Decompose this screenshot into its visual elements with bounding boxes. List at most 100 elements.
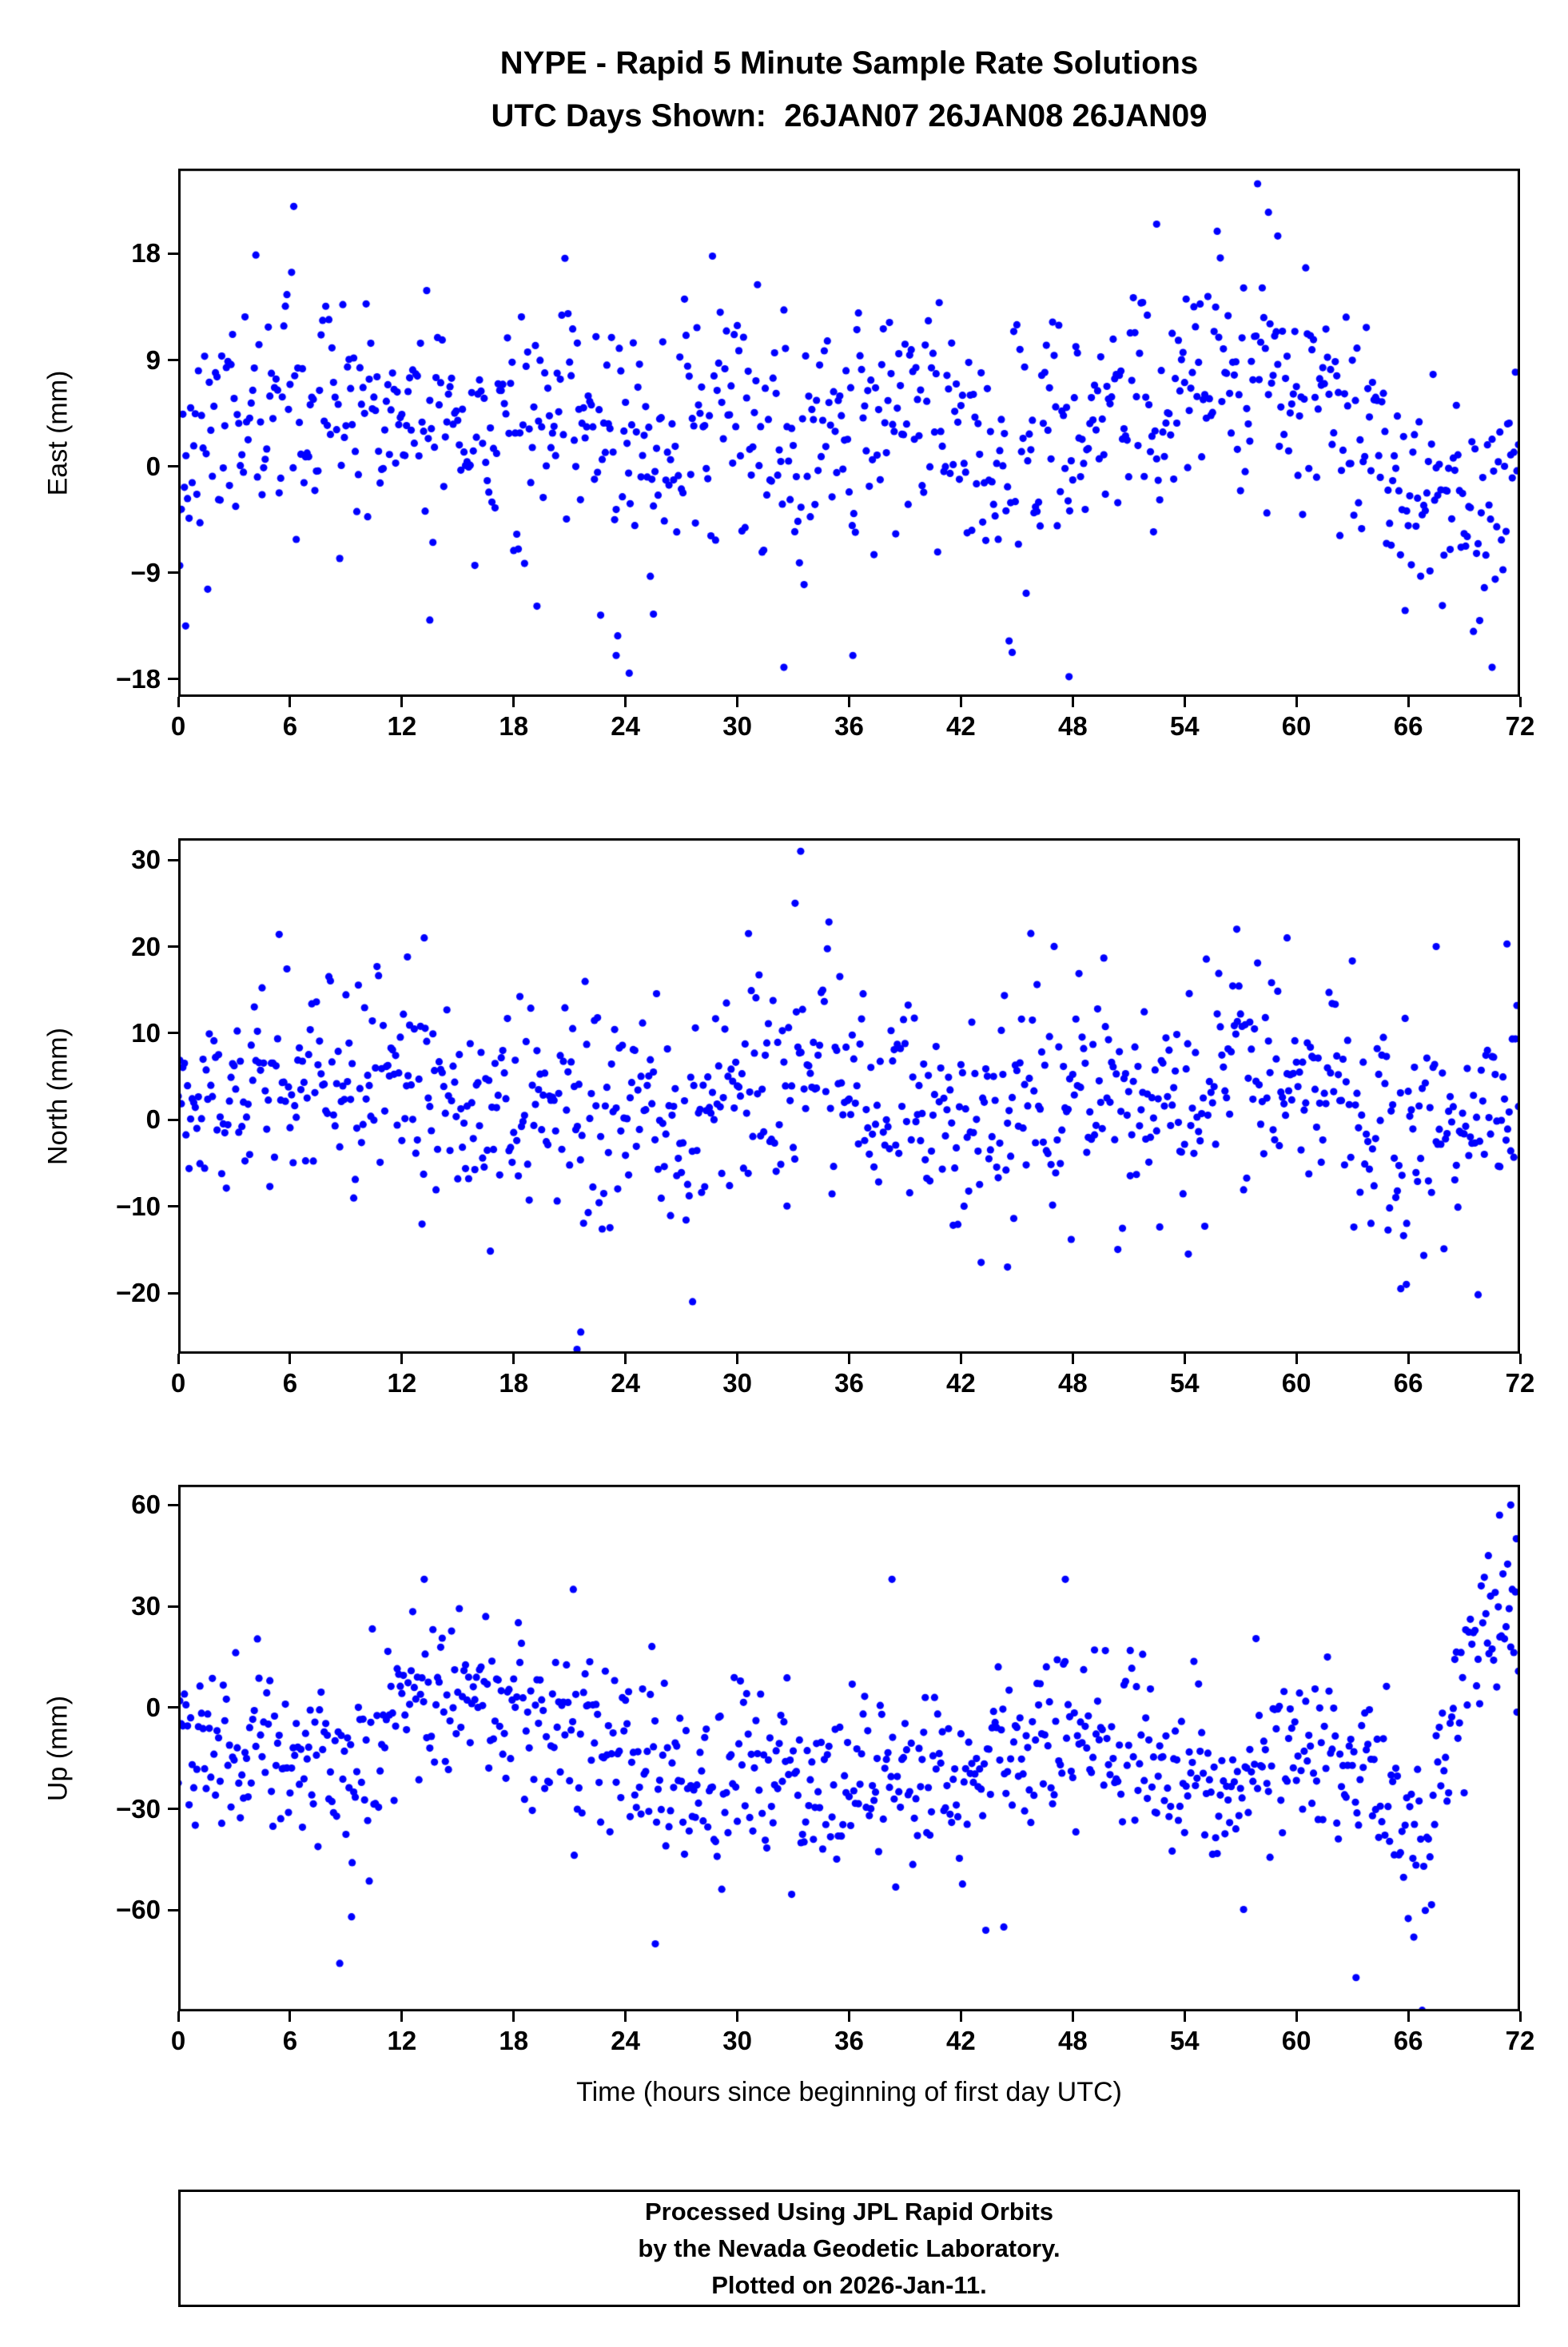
x-tick	[400, 2011, 404, 2022]
x-tick-label: 66	[1393, 2026, 1423, 2055]
x-tick-label: 60	[1281, 2026, 1311, 2055]
y-tick	[168, 1706, 178, 1709]
y-tick-label: 0	[145, 1692, 161, 1722]
x-tick	[959, 1354, 962, 1364]
x-tick	[512, 697, 515, 707]
x-tick-label: 72	[1505, 2026, 1535, 2055]
y-tick	[168, 465, 178, 468]
x-tick	[512, 1354, 515, 1364]
x-tick-label: 18	[499, 711, 529, 741]
x-tick-label: 48	[1057, 711, 1088, 741]
x-tick-label: 36	[834, 1368, 864, 1398]
x-tick	[959, 697, 962, 707]
x-tick	[1071, 697, 1074, 707]
footer-line1: Processed Using JPL Rapid Orbits	[644, 2197, 1054, 2226]
x-tick-label: 24	[611, 2026, 641, 2055]
y-tick-label: 0	[145, 451, 161, 481]
x-tick-label: 0	[170, 711, 186, 741]
y-tick	[168, 678, 178, 681]
x-tick	[1071, 1354, 1074, 1364]
x-tick	[1407, 2011, 1410, 2022]
x-tick-label: 6	[282, 711, 298, 741]
x-tick-label: 72	[1505, 1368, 1535, 1398]
y-tick-label: 9	[145, 344, 161, 375]
y-tick-label: −60	[116, 1895, 161, 1925]
x-tick-label: 18	[499, 2026, 529, 2055]
footer-box: Processed Using JPL Rapid Orbits by the …	[178, 2190, 1520, 2307]
y-tick-label: 30	[131, 845, 161, 875]
east-scatter-canvas	[178, 169, 1520, 697]
x-tick	[959, 2011, 962, 2022]
y-tick	[168, 1205, 178, 1208]
x-tick-label: 42	[946, 1368, 976, 1398]
y-tick-label: 30	[131, 1591, 161, 1621]
x-tick	[400, 1354, 404, 1364]
y-tick	[168, 1291, 178, 1295]
y-tick	[168, 1118, 178, 1121]
y-tick-label: 18	[131, 238, 161, 269]
x-tick	[736, 1354, 739, 1364]
up-panel: Up (mm) 0 6 12 18 24 30 36 42 48 54 60 66 72 −60 −30 0 3…	[43, 1485, 1534, 2055]
y-tick-label: 60	[131, 1490, 161, 1520]
y-tick	[168, 1808, 178, 1811]
x-tick	[848, 697, 850, 707]
up-scatter-canvas	[178, 1485, 1520, 2011]
x-tick-label: 24	[611, 1368, 641, 1398]
y-tick-label: −10	[116, 1191, 161, 1221]
plot-title-line1: NYPE - Rapid 5 Minute Sample Rate Soluti…	[499, 46, 1199, 81]
x-tick	[624, 2011, 627, 2022]
x-tick-label: 66	[1393, 1368, 1423, 1398]
x-tick-label: 0	[170, 2026, 186, 2055]
y-tick-label: 0	[145, 1104, 161, 1135]
plot-title-line2: UTC Days Shown: 26JAN07 26JAN08 26JAN09	[491, 98, 1208, 133]
east-axis-label: East (mm)	[42, 370, 74, 495]
x-tick	[177, 697, 180, 707]
x-tick-label: 42	[946, 711, 976, 741]
x-tick-label: 30	[722, 2026, 752, 2055]
y-tick-label: −18	[116, 663, 161, 694]
x-tick-label: 36	[834, 711, 864, 741]
x-tick	[512, 2011, 515, 2022]
y-tick	[168, 1032, 178, 1035]
x-tick-label: 60	[1281, 711, 1311, 741]
y-tick-label: −9	[130, 557, 161, 587]
y-tick-label: 20	[131, 931, 161, 961]
x-tick-label: 12	[387, 1368, 417, 1398]
y-tick	[168, 945, 178, 948]
x-tick-label: 30	[722, 1368, 752, 1398]
x-tick-label: 30	[722, 711, 752, 741]
y-tick	[168, 359, 178, 362]
x-tick-label: 72	[1505, 711, 1535, 741]
x-tick-label: 6	[282, 1368, 298, 1398]
x-tick-label: 48	[1057, 2026, 1088, 2055]
y-tick	[168, 1908, 178, 1911]
north-panel: North (mm) 0 6 12 18 24 30 36 42 48 54 60 66 72 −20 −1…	[43, 838, 1534, 1398]
x-tick	[736, 697, 739, 707]
y-tick	[168, 1503, 178, 1506]
x-tick	[1183, 697, 1186, 707]
x-tick	[1295, 1354, 1298, 1364]
time-axis-label: Time (hours since beginning of first day…	[576, 2077, 1122, 2107]
x-tick	[1518, 1354, 1522, 1364]
x-tick-label: 24	[611, 711, 641, 741]
y-tick	[168, 252, 178, 255]
x-tick-label: 18	[499, 1368, 529, 1398]
y-tick	[168, 858, 178, 861]
x-tick-label: 54	[1169, 2026, 1200, 2055]
x-tick-label: 42	[946, 2026, 976, 2055]
north-axis-label: North (mm)	[42, 1027, 74, 1165]
x-tick	[624, 1354, 627, 1364]
x-tick-label: 66	[1393, 711, 1423, 741]
x-tick	[1071, 2011, 1074, 2022]
x-tick-label: 60	[1281, 1368, 1311, 1398]
x-tick-label: 48	[1057, 1368, 1088, 1398]
x-tick	[400, 697, 404, 707]
x-tick	[289, 2011, 292, 2022]
x-tick-label: 36	[834, 2026, 864, 2055]
x-tick	[289, 1354, 292, 1364]
footer-line3: Plotted on 2026-Jan-11.	[711, 2270, 987, 2299]
up-axis-label: Up (mm)	[42, 1695, 74, 1801]
x-tick	[1407, 1354, 1410, 1364]
east-panel: East (mm) 0 6 12 18 24 30 36 42 48 54 60 66 72 −18 −9 0…	[43, 169, 1534, 741]
